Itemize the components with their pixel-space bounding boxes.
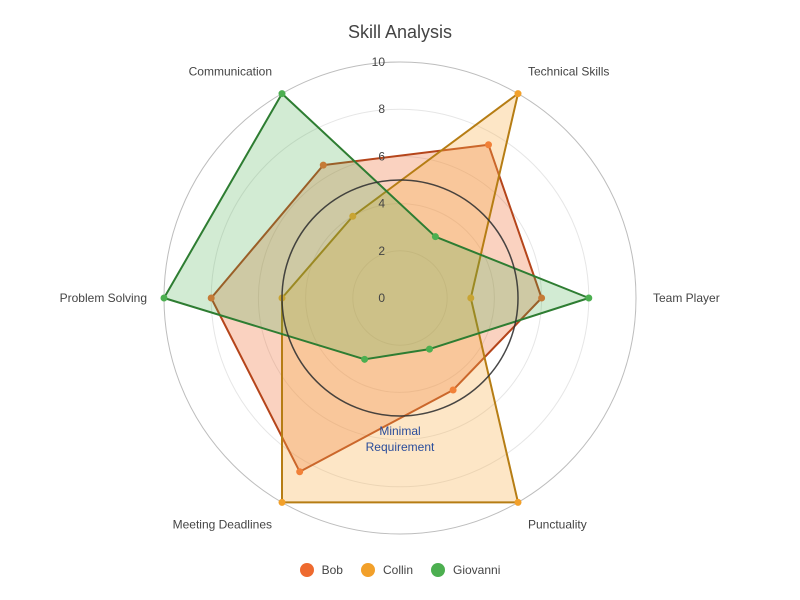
radar-series (160, 90, 593, 506)
data-point (449, 386, 457, 394)
data-point (278, 90, 286, 98)
data-point (585, 294, 593, 302)
tick-label: 6 (378, 149, 385, 163)
axis-label: Communication (189, 65, 272, 79)
data-point (467, 294, 475, 302)
data-point (207, 294, 215, 302)
data-point (160, 294, 168, 302)
chart-legend: Bob Collin Giovanni (0, 563, 800, 577)
reference-circle (281, 179, 519, 417)
legend-item-collin[interactable]: Collin (360, 563, 413, 577)
axis-label: Punctuality (528, 517, 587, 531)
tick-label: 10 (372, 55, 386, 69)
reference-label-line1: Minimal (379, 424, 420, 438)
data-point (426, 345, 433, 353)
legend-marker (360, 563, 375, 577)
reference-label-line2: Requirement (366, 440, 435, 454)
legend-item-bob[interactable]: Bob (299, 563, 343, 577)
legend-item-giovanni[interactable]: Giovanni (431, 563, 500, 577)
data-point (278, 498, 286, 506)
data-point (319, 161, 327, 169)
legend-label: Bob (321, 563, 343, 577)
axis-label: Meeting Deadlines (173, 517, 272, 531)
data-point (361, 355, 369, 363)
series-bob (207, 141, 546, 476)
reference-annotation: Minimal Requirement (366, 424, 435, 454)
series-giovanni (160, 90, 593, 363)
data-point (485, 141, 492, 149)
data-point (296, 468, 304, 476)
legend-label: Collin (382, 563, 413, 577)
legend-marker (299, 563, 314, 577)
tick-label: 8 (378, 102, 385, 116)
grid-circle (352, 250, 448, 346)
data-point (349, 212, 357, 220)
axis-label: Problem Solving (60, 291, 147, 305)
chart-title: Skill Analysis (348, 22, 452, 42)
tick-label: 4 (378, 197, 385, 211)
data-point (514, 498, 522, 506)
tick-label: 0 (378, 291, 385, 305)
data-point (431, 233, 439, 241)
tick-label: 2 (378, 244, 385, 258)
axis-labels: Team Player Technical Skills Communication… (60, 65, 720, 532)
legend-marker (431, 563, 445, 577)
legend-label: Giovanni (453, 563, 501, 577)
data-point (538, 294, 546, 302)
radial-ticks: 0 2 4 6 8 10 (372, 55, 386, 305)
axis-label: Technical Skills (528, 65, 609, 79)
data-point (514, 90, 522, 98)
axis-label: Team Player (653, 291, 720, 305)
